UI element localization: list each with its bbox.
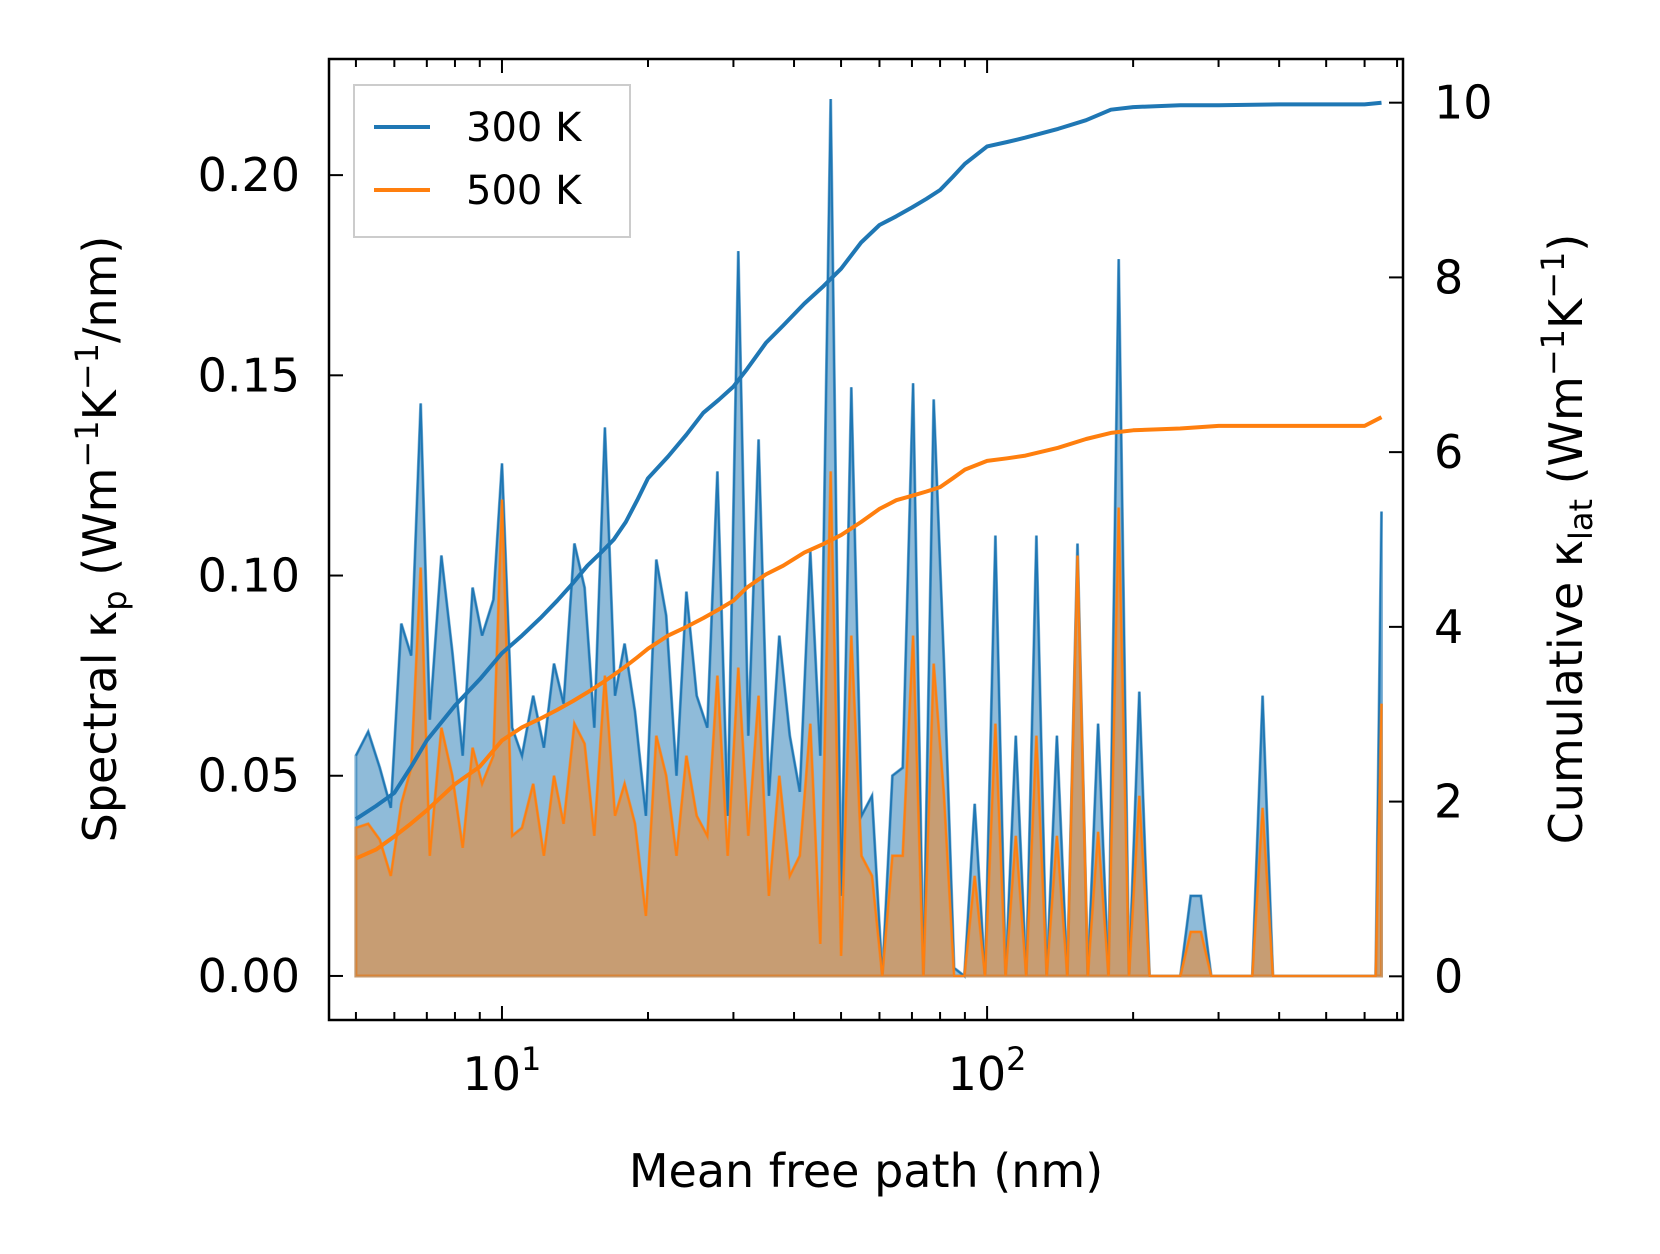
x-axis-label: Mean free path (nm) [629,1144,1103,1198]
cumulative-500K-line [355,415,1383,861]
y-left-tick-label: 0.05 [198,749,300,803]
y-right-tick-label: 8 [1434,250,1463,304]
x-tick-label: 101 [463,1040,542,1101]
spectral-500K-area [354,471,1383,978]
spectral-500K-line [355,471,1383,977]
cumulative-lines [354,100,1383,861]
y-right-tick-label: 4 [1434,600,1463,654]
legend-label-500K: 500 K [466,168,583,214]
y-right-tick-label: 10 [1434,76,1493,130]
x-tick-label: 102 [948,1040,1027,1101]
plot-frame [327,57,1405,1022]
y-left-tick-label: 0.20 [198,148,300,202]
legend-label-300K: 300 K [466,105,583,151]
spectral-fills [354,98,1383,979]
legend: 300 K 500 K [353,84,631,238]
legend-box [353,84,631,238]
y-left-tick-label: 0.10 [198,549,300,603]
cumulative-300K-line [354,100,1382,821]
y-right-tick-label: 6 [1434,425,1463,479]
tick-labels: 101 102 0.00 0.05 0.10 0.15 0.20 0 2 4 6 8 10 [198,76,1493,1101]
y-left-tick-label: 0.00 [198,949,300,1003]
y-axis-label-left: Spectral κp (Wm−1K−1/nm) [68,236,134,843]
y-left-tick-label: 0.15 [198,348,300,402]
ticks [329,59,1403,1020]
y-right-tick-label: 2 [1434,775,1463,829]
y-axis-label-right: Cumulative κlat (Wm−1K−1) [1534,234,1600,845]
y-right-tick-label: 0 [1434,949,1463,1003]
